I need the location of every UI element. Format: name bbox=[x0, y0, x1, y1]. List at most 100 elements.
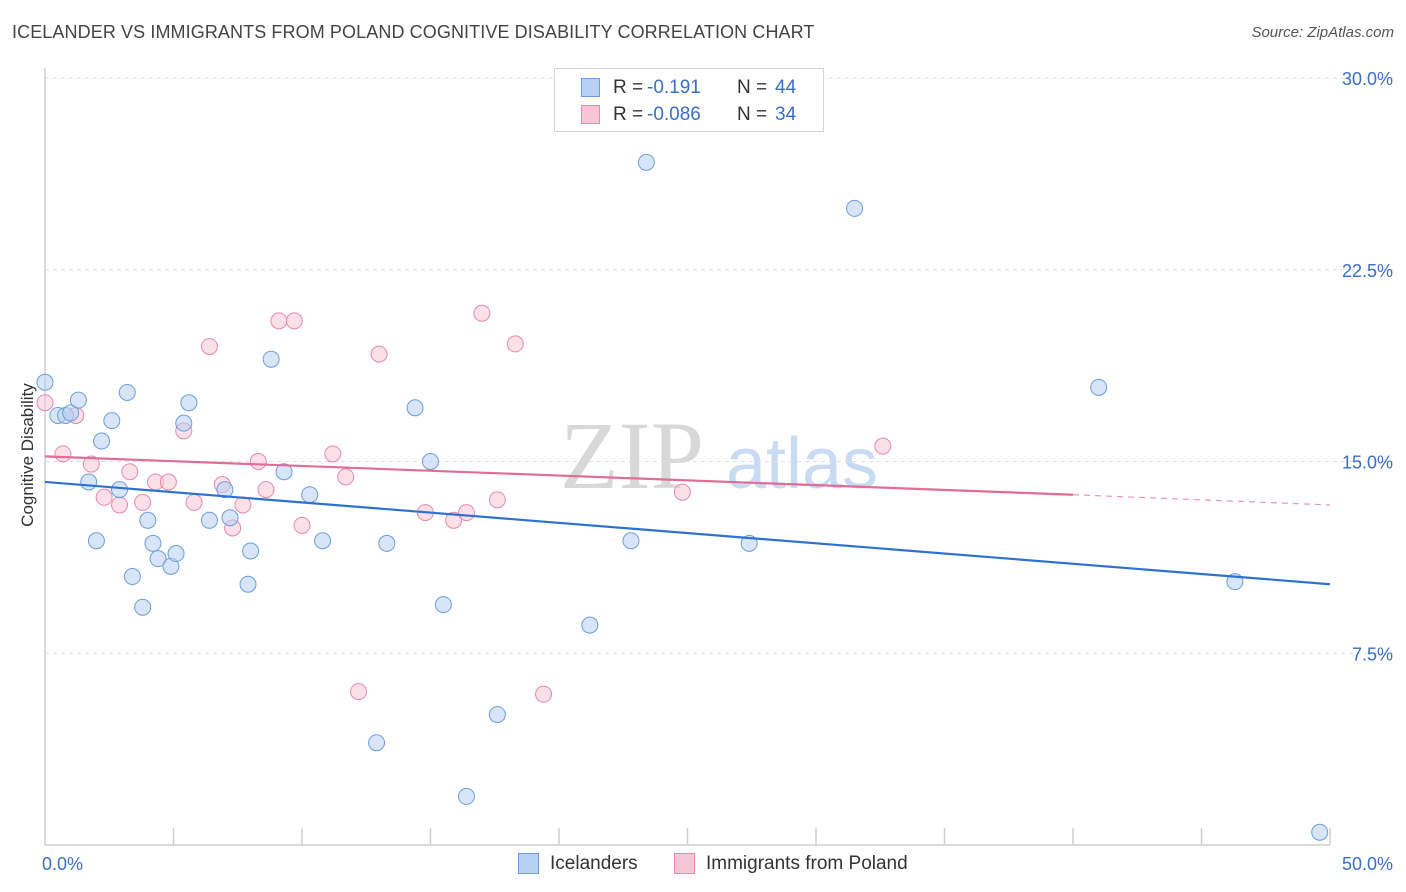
watermark: ZIP atlas bbox=[560, 402, 878, 509]
data-point-icelanders bbox=[406, 399, 424, 417]
series-icelanders-points bbox=[36, 153, 1329, 841]
data-point-icelanders bbox=[221, 509, 239, 527]
data-point-poland bbox=[54, 445, 72, 463]
data-point-icelanders bbox=[378, 534, 396, 552]
data-point-poland bbox=[370, 345, 388, 363]
legend-r-value: -0.191 bbox=[647, 77, 701, 98]
data-point-icelanders bbox=[36, 373, 54, 391]
data-point-icelanders bbox=[239, 575, 257, 593]
data-point-icelanders bbox=[846, 199, 864, 217]
legend-swatch-blue bbox=[581, 78, 600, 97]
data-point-poland bbox=[134, 493, 152, 511]
data-point-icelanders bbox=[103, 412, 121, 430]
data-point-poland bbox=[200, 337, 218, 355]
data-point-poland bbox=[111, 496, 129, 514]
data-point-icelanders bbox=[1311, 823, 1329, 841]
data-point-poland bbox=[445, 511, 463, 529]
data-point-poland bbox=[506, 335, 524, 353]
data-point-icelanders bbox=[434, 596, 452, 614]
data-point-poland bbox=[234, 496, 252, 514]
legend-n-label: N = bbox=[737, 104, 768, 125]
data-point-icelanders bbox=[457, 787, 475, 805]
data-point-icelanders bbox=[637, 153, 655, 171]
data-point-icelanders bbox=[167, 545, 185, 563]
data-point-icelanders bbox=[139, 511, 157, 529]
data-point-icelanders bbox=[80, 473, 98, 491]
bottom-legend-label: Immigrants from Poland bbox=[706, 853, 908, 874]
data-point-icelanders bbox=[275, 463, 293, 481]
data-point-icelanders bbox=[144, 534, 162, 552]
data-point-icelanders bbox=[242, 542, 260, 560]
trend-line-icelanders bbox=[44, 480, 1331, 586]
data-point-icelanders bbox=[262, 350, 280, 368]
data-point-icelanders bbox=[123, 568, 141, 586]
data-point-poland bbox=[293, 516, 311, 534]
series-poland-points bbox=[36, 304, 892, 703]
data-point-poland bbox=[337, 468, 355, 486]
data-point-icelanders bbox=[87, 532, 105, 550]
data-point-icelanders bbox=[622, 532, 640, 550]
data-point-icelanders bbox=[180, 394, 198, 412]
chart-title: ICELANDER VS IMMIGRANTS FROM POLAND COGN… bbox=[12, 22, 815, 42]
data-point-poland bbox=[324, 445, 342, 463]
data-point-poland bbox=[82, 455, 100, 473]
data-point-poland bbox=[350, 683, 368, 701]
y-tick-label: 30.0% bbox=[1342, 69, 1393, 89]
legend-n-value: 34 bbox=[775, 104, 797, 125]
legend-r-label: R = bbox=[613, 104, 644, 125]
legend-swatch-pink bbox=[581, 105, 600, 124]
data-point-poland bbox=[488, 491, 506, 509]
trend-line-poland bbox=[44, 455, 1074, 496]
data-point-icelanders bbox=[200, 511, 218, 529]
data-point-poland bbox=[473, 304, 491, 322]
watermark-atlas: atlas bbox=[726, 424, 878, 504]
data-point-poland bbox=[535, 685, 553, 703]
data-point-icelanders bbox=[175, 414, 193, 432]
y-tick-label: 7.5% bbox=[1352, 644, 1393, 664]
data-point-poland bbox=[673, 483, 691, 501]
data-point-poland bbox=[257, 481, 275, 499]
legend-n-value: 44 bbox=[775, 77, 797, 98]
grid-lines bbox=[45, 77, 1393, 654]
data-point-icelanders bbox=[69, 391, 87, 409]
data-point-icelanders bbox=[111, 481, 129, 499]
data-point-icelanders bbox=[301, 486, 319, 504]
data-point-poland bbox=[159, 473, 177, 491]
data-point-poland bbox=[457, 504, 475, 522]
trend-lines bbox=[44, 455, 1331, 586]
bottom-legend-swatch-pink bbox=[674, 853, 695, 874]
data-point-poland bbox=[121, 463, 139, 481]
correlation-legend: R = -0.191 N = 44 R = -0.086 N = 34 bbox=[554, 68, 824, 132]
data-point-icelanders bbox=[488, 706, 506, 724]
legend-r-label: R = bbox=[613, 77, 644, 98]
data-point-icelanders bbox=[422, 453, 439, 470]
data-point-poland bbox=[285, 312, 303, 330]
data-point-icelanders bbox=[314, 532, 332, 550]
data-point-poland bbox=[36, 394, 54, 412]
data-point-poland bbox=[95, 488, 113, 506]
source-label: Source: ZipAtlas.com bbox=[1251, 24, 1394, 41]
trend-line-poland-extrapolated bbox=[1072, 494, 1331, 506]
data-point-icelanders bbox=[118, 383, 136, 401]
y-tick-label: 22.5% bbox=[1342, 261, 1393, 281]
tick-labels: 7.5% 15.0% 22.5% 30.0% 0.0% 50.0% bbox=[42, 69, 1393, 874]
data-point-icelanders bbox=[62, 404, 80, 422]
data-point-icelanders bbox=[134, 598, 152, 616]
data-point-icelanders bbox=[149, 550, 167, 568]
legend-r-value: -0.086 bbox=[647, 104, 701, 125]
y-tick-label: 15.0% bbox=[1342, 453, 1393, 473]
legend-n-label: N = bbox=[737, 77, 768, 98]
bottom-legend-swatch-blue bbox=[518, 853, 539, 874]
data-point-poland bbox=[270, 312, 288, 330]
data-point-icelanders bbox=[581, 616, 599, 634]
x-tick-label: 50.0% bbox=[1342, 854, 1393, 874]
bottom-legend-label: Icelanders bbox=[550, 853, 638, 874]
data-point-icelanders bbox=[216, 481, 234, 499]
data-point-icelanders bbox=[93, 432, 111, 450]
data-point-poland bbox=[249, 453, 267, 470]
data-point-poland bbox=[874, 437, 892, 455]
data-point-icelanders bbox=[1090, 378, 1108, 396]
data-point-poland bbox=[185, 493, 203, 511]
data-point-icelanders bbox=[368, 734, 386, 752]
